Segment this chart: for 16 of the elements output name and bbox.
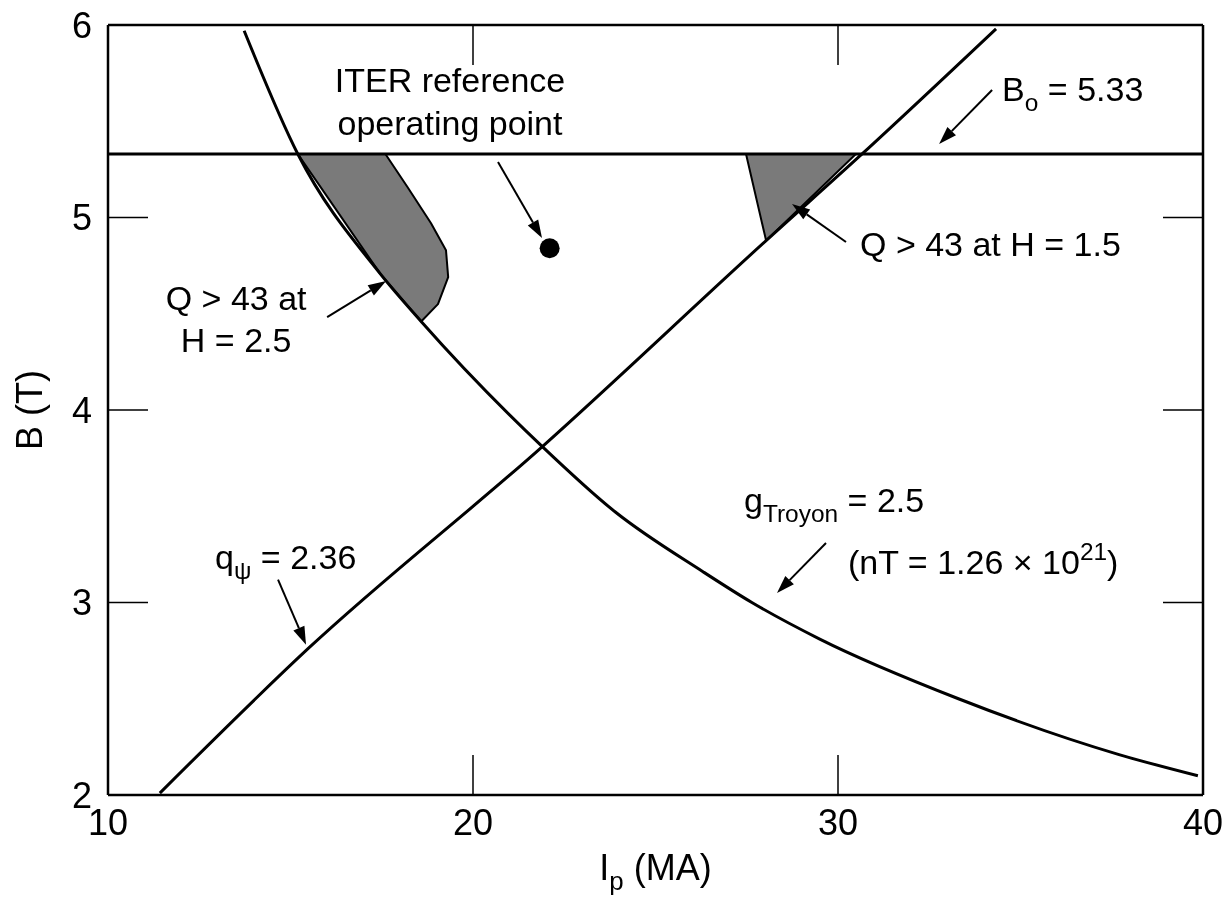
y-tick-label: 3 xyxy=(71,582,92,624)
x-tick-label: 30 xyxy=(817,801,859,843)
y-tick-label: 6 xyxy=(71,4,92,46)
legend-label: B$_{o}$ = 5.33 xyxy=(1002,69,1144,116)
annotation: Q > 43 at H = 2.5 xyxy=(165,279,308,360)
annotation: g$_{Troyon}$ = 2.5 xyxy=(744,481,925,527)
y-tick-label: 5 xyxy=(71,197,92,239)
annotation: q$_{ψ}$ = 2.36 xyxy=(215,537,357,584)
y-tick-label: 4 xyxy=(71,389,92,431)
annotation: ITER reference operating point xyxy=(334,61,566,142)
annotation: (nT = 1.26 × 10$^{21}$) xyxy=(848,537,1119,581)
x-tick-label: 40 xyxy=(1182,801,1224,843)
x-axis-title: I$_{p}$ (MA) xyxy=(599,847,712,896)
x-tick-label: 20 xyxy=(452,801,494,843)
annotation: Q > 43 at H = 1.5 xyxy=(860,225,1121,263)
y-axis-title: B (T) xyxy=(9,370,50,450)
